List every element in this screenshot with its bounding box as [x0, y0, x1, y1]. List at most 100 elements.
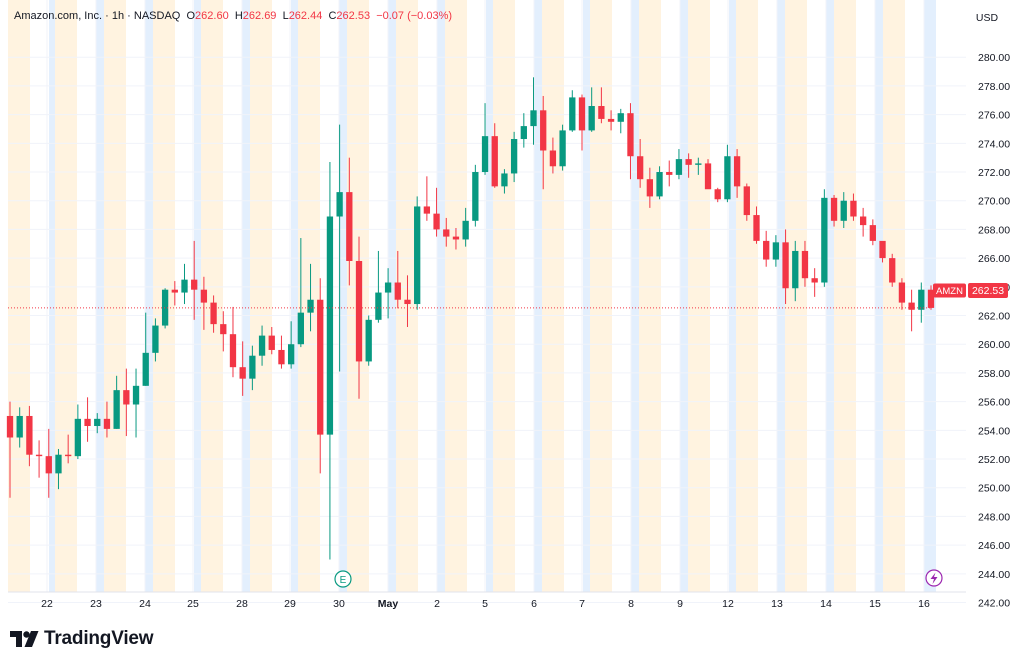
time-axis[interactable]: 22 23 24 25 28 29 30 May 2 5 6 7 8 9 12 13 14 15 16	[41, 598, 930, 610]
price-axis[interactable]: 280.00 278.00 276.00 274.00 272.00 270.00 268.…	[978, 52, 1010, 609]
candle-body	[549, 150, 557, 167]
low-label: L	[282, 10, 289, 22]
high-label: H	[234, 10, 243, 22]
candle-body	[375, 292, 382, 320]
candle-body	[637, 156, 644, 180]
candle-body	[753, 215, 760, 241]
candle-body	[792, 250, 799, 289]
time-tick-label: 6	[531, 598, 537, 610]
candle-body	[850, 200, 857, 217]
candle-body	[782, 242, 789, 289]
candle-body	[200, 289, 208, 303]
price-tick-label: 258.00	[978, 368, 1010, 380]
time-tick-label: 13	[771, 598, 783, 610]
price-tick-label: 274.00	[978, 138, 1010, 150]
earnings-marker[interactable]: E	[334, 570, 352, 588]
candle-body	[695, 163, 702, 165]
symbol-header[interactable]: Amazon.com, Inc. · 1h · NASDAQ O262.60 H…	[14, 10, 452, 22]
candle-body	[840, 200, 847, 221]
time-tick-label: 12	[722, 598, 734, 610]
price-tick-label: 278.00	[978, 81, 1010, 93]
time-tick-label: 15	[869, 598, 881, 610]
candle-body	[297, 312, 304, 345]
candle-body	[35, 454, 43, 457]
candle-body	[423, 206, 431, 214]
candle-body	[666, 172, 673, 175]
candle-body	[733, 156, 741, 187]
candle-body	[598, 106, 605, 119]
candle-body	[132, 385, 140, 405]
candle-body	[869, 225, 876, 241]
candle-body	[462, 220, 469, 240]
candle-body	[181, 279, 188, 293]
premarket-band	[8, 0, 30, 592]
candle-body	[433, 213, 440, 230]
price-tick-label: 260.00	[978, 339, 1010, 351]
premarket-band	[736, 0, 758, 592]
candle-body	[656, 172, 663, 197]
candle-body	[801, 250, 809, 279]
candle-body	[191, 279, 198, 290]
premarket-band	[201, 0, 223, 592]
interval-label[interactable]: 1h	[111, 10, 125, 22]
candle-body	[394, 282, 401, 300]
candle-body	[258, 335, 266, 356]
candle-body	[103, 418, 111, 429]
header-separator-2: ·	[127, 10, 131, 22]
exchange-label: NASDAQ	[133, 10, 181, 22]
symbol-name[interactable]: Amazon.com, Inc.	[14, 10, 103, 22]
premarket-band	[104, 0, 126, 592]
time-tick-label: 9	[677, 598, 683, 610]
earnings-marker-letter: E	[340, 575, 347, 586]
low-value: 262.44	[288, 10, 323, 22]
candle-body	[685, 159, 692, 165]
candle-body	[540, 110, 547, 151]
candle-body	[161, 289, 169, 326]
candle-body	[152, 325, 159, 353]
price-tick-label: 276.00	[978, 110, 1010, 122]
candle-body	[249, 355, 256, 379]
lightning-icon	[930, 572, 938, 584]
candle-body	[889, 258, 896, 283]
premarket-band	[639, 0, 661, 592]
brand-name: TradingView	[44, 628, 154, 649]
candle-body	[714, 189, 721, 200]
time-tick-label: 7	[579, 598, 585, 610]
time-tick-label: 29	[284, 598, 296, 610]
premarket-band	[445, 0, 467, 592]
price-tick-label: 242.00	[978, 598, 1010, 610]
price-tick-label: 252.00	[978, 454, 1010, 466]
candle-body	[142, 352, 149, 386]
price-tag-symbol-box	[933, 283, 966, 298]
candle-body	[520, 126, 527, 140]
candle-body	[74, 418, 82, 457]
session-shading	[8, 0, 936, 592]
candle-body	[859, 216, 867, 226]
candle-body	[65, 454, 72, 457]
currency-label[interactable]: USD	[976, 12, 999, 24]
candle-body	[927, 289, 935, 308]
price-tick-label: 248.00	[978, 511, 1010, 523]
premarket-band	[298, 0, 320, 592]
time-tick-label: May	[378, 598, 399, 610]
candle-body	[123, 390, 130, 405]
tradingview-logo[interactable]: TradingView	[10, 628, 154, 650]
price-tick-label: 244.00	[978, 569, 1010, 581]
price-tick-label: 254.00	[978, 425, 1010, 437]
candle-body	[84, 418, 91, 427]
candle-body	[491, 136, 498, 187]
candle-body	[55, 454, 62, 474]
price-tick-label: 280.00	[978, 52, 1010, 64]
candle-body	[821, 197, 828, 283]
candle-body	[472, 172, 479, 221]
tradingview-logo-icon	[10, 631, 39, 647]
price-tag-symbol: AMZN	[936, 286, 963, 297]
candle-body	[336, 192, 343, 217]
price-tag: AMZN 262.53	[933, 283, 1008, 298]
price-tag-value-box	[968, 283, 1008, 298]
premarket-band	[688, 0, 710, 592]
close-label: C	[328, 10, 337, 22]
price-tag-value: 262.53	[972, 285, 1004, 297]
dividend-marker[interactable]	[925, 569, 943, 587]
